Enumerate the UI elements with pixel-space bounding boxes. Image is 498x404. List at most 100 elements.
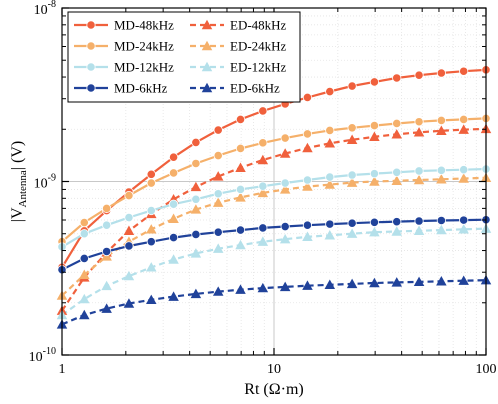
data-point-md-6khz	[124, 241, 134, 251]
data-point-ed-24khz	[369, 176, 380, 186]
data-point-md-6khz	[191, 229, 201, 240]
data-point-ed-24khz	[146, 224, 157, 234]
data-point-md-6khz	[436, 215, 446, 226]
series-markers	[56, 65, 492, 329]
data-point-ed-6khz	[257, 282, 269, 293]
data-point-md-12khz	[369, 169, 380, 179]
data-point-ed-12khz	[168, 254, 179, 264]
data-point-ed-6khz	[436, 276, 447, 286]
data-point-md-24khz	[213, 151, 223, 161]
data-point-ed-48khz	[257, 154, 269, 165]
data-point-ed-24khz	[324, 179, 336, 189]
data-point-ed-6khz	[279, 281, 291, 292]
data-point-ed-24khz	[212, 197, 224, 207]
data-point-md-48khz	[168, 152, 179, 162]
data-point-md-12khz	[235, 184, 246, 195]
x-axis-label: Rt (Ω·m)	[244, 381, 303, 398]
data-point-ed-6khz	[302, 280, 313, 290]
series-markers-md-6khz	[57, 215, 491, 275]
data-point-md-12khz	[459, 165, 469, 175]
data-point-md-12khz	[414, 166, 424, 176]
series-line-ed-48khz	[61, 127, 487, 312]
series-markers-md-24khz	[57, 113, 491, 247]
data-point-ed-24khz	[235, 192, 246, 202]
legend-label-md-12khz: MD-12kHz	[114, 60, 174, 75]
legend-label-md-6khz: MD-6kHz	[114, 81, 168, 96]
data-point-ed-6khz	[168, 291, 179, 301]
data-point-ed-12khz	[413, 225, 425, 235]
data-point-ed-6khz	[235, 284, 246, 294]
data-point-ed-24khz	[168, 213, 179, 223]
data-point-md-24khz	[325, 125, 335, 136]
y-tick-label: 10-8	[34, 0, 56, 18]
data-point-ed-6khz	[123, 298, 135, 308]
data-point-md-12khz	[102, 220, 112, 230]
data-point-md-24khz	[79, 217, 89, 228]
data-point-md-6khz	[168, 232, 179, 243]
legend-label-ed-48khz: ED-48kHz	[230, 18, 287, 33]
data-point-ed-12khz	[302, 231, 313, 242]
y-tick-label: 10-9	[34, 173, 56, 192]
data-point-md-48khz	[191, 137, 201, 148]
data-point-ed-12khz	[458, 224, 469, 234]
data-point-md-24khz	[146, 178, 156, 188]
data-point-md-48khz	[325, 86, 335, 97]
x-tick-label: 1	[59, 362, 66, 377]
data-point-ed-48khz	[190, 181, 202, 192]
data-point-ed-48khz	[212, 171, 224, 181]
data-point-ed-6khz	[458, 275, 469, 285]
data-point-ed-12khz	[324, 230, 336, 240]
data-point-ed-24khz	[279, 184, 291, 194]
data-point-md-12khz	[213, 189, 223, 199]
data-point-md-48khz	[235, 114, 246, 124]
axis-ticks: 1 10 100 10-10 10-9 10-8	[29, 0, 497, 377]
legend-marker-md-12khz	[86, 62, 96, 72]
data-point-md-12khz	[168, 199, 179, 209]
data-point-ed-12khz	[346, 228, 358, 238]
legend-marker-ed-6khz	[201, 82, 213, 93]
data-point-md-24khz	[235, 143, 246, 154]
legend-label-ed-24khz: ED-24kHz	[230, 39, 287, 54]
data-point-ed-12khz	[369, 226, 380, 237]
data-point-ed-12khz	[436, 224, 447, 235]
data-point-md-24khz	[414, 117, 424, 127]
data-point-md-6khz	[102, 246, 112, 257]
data-point-md-6khz	[369, 217, 380, 227]
data-point-ed-24khz	[391, 175, 402, 185]
data-point-md-24khz	[369, 120, 380, 131]
data-point-md-6khz	[392, 217, 402, 227]
data-point-md-24khz	[302, 129, 313, 139]
data-point-ed-12khz	[146, 262, 157, 272]
data-point-ed-48khz	[235, 162, 246, 172]
data-point-ed-6khz	[101, 303, 112, 313]
data-point-ed-24khz	[190, 204, 202, 214]
legend-marker-md-48khz	[86, 20, 96, 30]
legend-marker-ed-12khz	[201, 61, 213, 72]
legend: MD-48kHz ED-48kHz MD-24kHz ED-24kHz MD-12kHz…	[67, 11, 301, 103]
data-point-ed-12khz	[212, 243, 224, 253]
data-point-ed-6khz	[146, 294, 157, 305]
data-point-ed-6khz	[190, 288, 202, 299]
data-point-md-12khz	[325, 172, 335, 182]
data-point-ed-12khz	[123, 270, 135, 281]
data-point-ed-24khz	[302, 181, 313, 191]
data-point-ed-48khz	[391, 129, 402, 139]
series-markers-ed-12khz	[56, 223, 492, 320]
data-point-ed-24khz	[79, 269, 90, 279]
data-point-md-24khz	[436, 115, 446, 125]
data-point-ed-48khz	[413, 127, 425, 137]
data-point-ed-6khz	[79, 309, 90, 320]
data-point-md-12khz	[191, 194, 201, 204]
data-point-md-6khz	[414, 216, 424, 226]
data-point-md-6khz	[280, 221, 290, 232]
data-point-ed-6khz	[391, 277, 402, 287]
series-markers-ed-24khz	[56, 172, 492, 300]
data-point-md-24khz	[124, 190, 134, 201]
data-point-ed-24khz	[436, 174, 447, 184]
data-point-md-48khz	[414, 70, 424, 80]
legend-marker-ed-48khz	[201, 19, 213, 30]
data-point-md-48khz	[459, 66, 469, 76]
data-point-md-24khz	[258, 138, 268, 148]
y-axis-label-sub: Antenna	[17, 170, 29, 207]
